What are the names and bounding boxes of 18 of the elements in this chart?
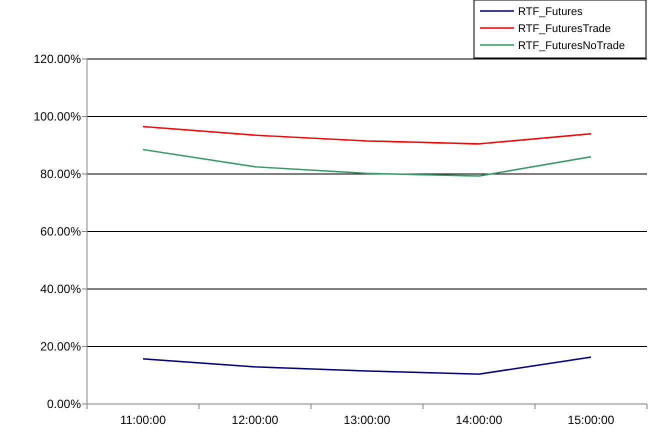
legend-label: RTF_FuturesTrade — [518, 22, 611, 35]
y-tick-label: 40.00% — [40, 282, 82, 296]
legend-label: RTF_Futures — [518, 6, 584, 18]
legend-label: RTF_FuturesNoTrade — [518, 40, 625, 52]
y-tick-label: 100.00% — [34, 110, 82, 124]
line-series — [142, 126, 592, 145]
y-tick-label: 60.00% — [40, 224, 82, 239]
y-tick-label: 120.00% — [34, 52, 82, 66]
line-series — [142, 356, 592, 375]
x-tick-label: 14:00:00 — [456, 413, 503, 427]
x-tick-label: 13:00:00 — [344, 413, 391, 427]
y-tick-label: 0.00% — [46, 397, 82, 412]
line-series — [142, 148, 592, 177]
x-tick-label: 11:00:00 — [120, 413, 166, 427]
x-tick-label: 15:00:00 — [568, 413, 615, 427]
x-tick-label: 12:00:00 — [232, 413, 279, 427]
y-tick-label: 80.00% — [40, 167, 82, 182]
y-tick-label: 20.00% — [40, 340, 82, 354]
